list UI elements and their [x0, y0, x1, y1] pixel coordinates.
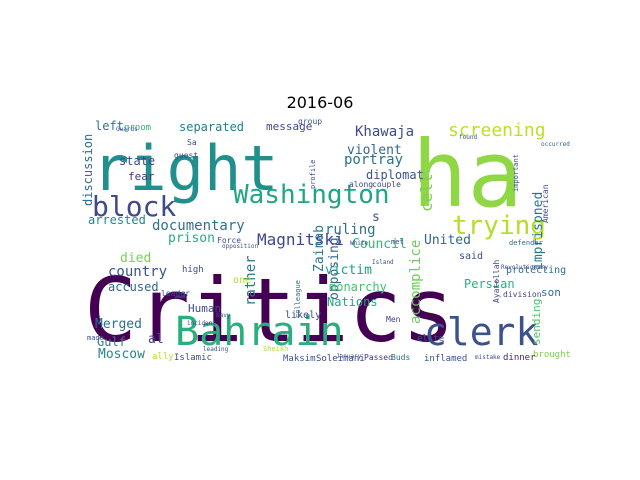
- cloud-word-sending: sending: [530, 299, 543, 345]
- cloud-word-washington: Washington: [233, 180, 390, 210]
- cloud-word-couple: couple: [372, 180, 401, 189]
- cloud-word-nations: Nations: [327, 295, 378, 309]
- cloud-word-son: son: [541, 286, 561, 299]
- cloud-word-human: Human: [188, 302, 221, 315]
- cloud-word-clerk: clerk: [424, 310, 539, 354]
- chart-title: 2016-06: [286, 93, 354, 112]
- cloud-word-maksim: Maksim: [283, 354, 316, 364]
- cloud-word-al: al: [148, 332, 164, 347]
- cloud-word-likely: likely: [285, 310, 321, 321]
- cloud-word-council: Council: [352, 237, 407, 252]
- cloud-word-january: January: [336, 353, 362, 360]
- cloud-word-white: White: [350, 240, 368, 247]
- cloud-word-force: Force: [217, 236, 241, 245]
- cloud-word-diplomat: diplomat: [366, 168, 424, 182]
- cloud-word-sheikh: Sheikh: [263, 345, 288, 353]
- cloud-word-sa: Sa: [187, 138, 197, 147]
- cloud-word-protecting: protecting: [506, 265, 566, 276]
- cloud-word-soleimani: Soleimani: [316, 354, 365, 364]
- cloud-word-leader: leader: [161, 289, 190, 298]
- cloud-word-message: message: [266, 120, 312, 133]
- cloud-word-found: found: [459, 134, 477, 141]
- cloud-word-arrested: arrested: [88, 213, 146, 227]
- cloud-word-khawaja: Khawaja: [355, 124, 414, 140]
- cloud-word-portray: portray: [344, 152, 403, 168]
- cloud-word-zainab: Zainab: [312, 225, 327, 272]
- cloud-word-block: block: [92, 190, 176, 223]
- cloud-word-s: s: [372, 210, 380, 225]
- cloud-word-profile: profile: [309, 159, 317, 189]
- cloud-word-cell: cell: [417, 173, 436, 212]
- cloud-word-along: along: [349, 180, 373, 189]
- cloud-word-group: group: [298, 117, 322, 126]
- cloud-word-magnitski: Magnitski: [257, 230, 344, 249]
- cloud-word-accused: accused: [108, 280, 159, 294]
- cloud-word-merged: Merged: [95, 317, 142, 332]
- word-cloud-background: [80, 118, 560, 368]
- cloud-word-leading: leading: [203, 346, 229, 353]
- cloud-word-prison: prison: [168, 231, 215, 246]
- cloud-word-rather: rather: [243, 255, 259, 306]
- cloud-word-right: right: [92, 132, 279, 205]
- cloud-word-made: made: [87, 334, 104, 342]
- cloud-word-accomplice: accomplice: [408, 240, 424, 324]
- cloud-word-important: important: [512, 154, 520, 192]
- cloud-word-high: high: [182, 265, 204, 275]
- cloud-word-division: division: [503, 290, 542, 299]
- cloud-word-passed: Passed: [364, 353, 393, 362]
- cloud-word-ruling: ruling: [325, 222, 376, 238]
- cloud-word-fear: fear: [128, 170, 155, 183]
- cloud-word-revolutionary: Revolutionary: [501, 264, 548, 271]
- cloud-word-persian: Persian: [464, 277, 515, 291]
- cloud-word-groom: groom: [124, 123, 151, 133]
- cloud-word-brought: brought: [533, 350, 571, 360]
- cloud-word-guards: Guards: [116, 126, 138, 133]
- cloud-word-dinner: dinner: [503, 353, 536, 363]
- cloud-word-colleague: colleague: [294, 280, 302, 318]
- cloud-word-l: L: [174, 291, 189, 299]
- cloud-word-defender: defender: [509, 239, 543, 247]
- cloud-word-incident: incident: [187, 320, 216, 327]
- cloud-word-guest: guest: [174, 151, 198, 160]
- cloud-word-left: left: [95, 119, 124, 133]
- cloud-word-men: Men: [386, 315, 401, 324]
- cloud-word-buds: Buds: [391, 353, 410, 362]
- cloud-word-documentary: documentary: [152, 218, 245, 234]
- cloud-word-navy: Navy: [216, 312, 231, 319]
- cloud-word-ha: ha: [412, 121, 523, 228]
- cloud-word-island: Island: [372, 259, 394, 266]
- cloud-word-islamic: Islamic: [174, 353, 212, 363]
- cloud-word-critics: Critics: [84, 259, 455, 362]
- cloud-word-one: one: [233, 275, 251, 286]
- cloud-word-occurred: occurred: [541, 141, 570, 148]
- cloud-word-united: United: [424, 233, 471, 248]
- cloud-word-opposition: opposition: [222, 243, 259, 250]
- cloud-word-violent: violent: [347, 143, 402, 158]
- cloud-word-country: country: [108, 264, 167, 280]
- cloud-word-discussion: discussion: [81, 134, 95, 206]
- cloud-word-screening: screening: [448, 120, 546, 141]
- cloud-word-american: American: [541, 184, 550, 223]
- cloud-word-ally: ally: [152, 352, 174, 362]
- cloud-word-gulf: Gulf: [97, 335, 126, 349]
- cloud-word-ayatollah: Ayatollah: [492, 259, 501, 303]
- cloud-word-victim: victim: [325, 263, 372, 278]
- cloud-word-elite: elite: [417, 334, 444, 344]
- cloud-word-moscow: Moscow: [98, 347, 145, 362]
- cloud-word-monarchy: monarchy: [329, 280, 387, 294]
- cloud-word-trying: trying: [452, 211, 546, 241]
- cloud-word-imprisoned: imprisoned: [531, 192, 546, 270]
- cloud-word-said: said: [459, 251, 483, 262]
- cloud-word-met: met: [391, 238, 404, 246]
- cloud-word-bahrain: Bahrain: [175, 309, 344, 355]
- cloud-word-state: state: [119, 154, 155, 168]
- cloud-word-died: died: [120, 251, 151, 266]
- cloud-word-inflamed: inflamed: [424, 354, 467, 364]
- cloud-word-mistake: mistake: [475, 354, 501, 361]
- cloud-word-separated: separated: [179, 120, 244, 134]
- cloud-word-opposing: opposing: [327, 237, 342, 300]
